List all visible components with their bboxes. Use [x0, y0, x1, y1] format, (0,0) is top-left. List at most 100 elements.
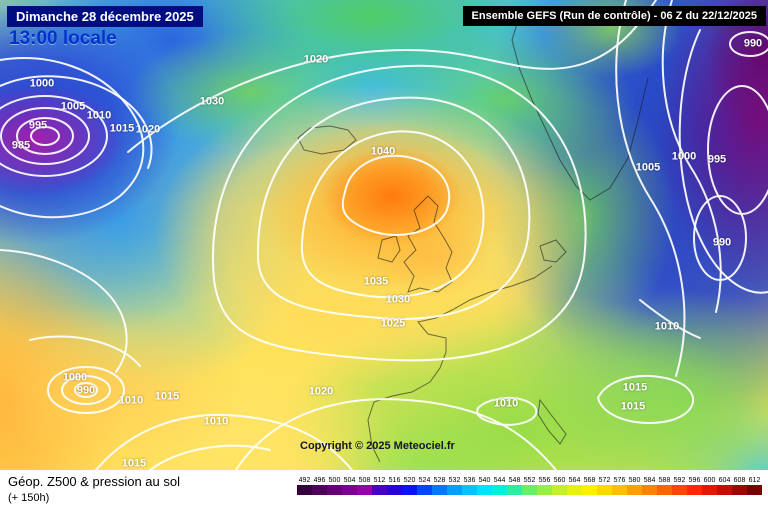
- scale-value: 508: [358, 477, 371, 484]
- scale-value: 552: [523, 477, 536, 484]
- scale-swatch: [732, 485, 747, 495]
- isobar-label: 990: [76, 384, 96, 397]
- isobar-label: 1015: [620, 400, 646, 413]
- contour-low-sw-1: [74, 382, 98, 398]
- contour-990-ne-corner: [729, 31, 768, 57]
- scale-swatch: [417, 485, 432, 495]
- contour-990-east: [693, 195, 747, 281]
- scale-value: 504: [343, 477, 356, 484]
- isobar-label: 1000: [29, 77, 55, 90]
- isobar-label: 990: [712, 236, 732, 249]
- scale-value: 612: [748, 477, 761, 484]
- scale-swatch: [477, 485, 492, 495]
- scale-swatch: [357, 485, 372, 495]
- coastline-denmark: [539, 239, 567, 263]
- scale-swatch: [567, 485, 582, 495]
- scale-cell: 604: [717, 476, 732, 495]
- scale-value: 492: [298, 477, 311, 484]
- scale-swatch: [327, 485, 342, 495]
- isobar-label: 995: [28, 119, 48, 132]
- scale-swatch: [702, 485, 717, 495]
- contour-1035: [300, 130, 485, 299]
- map-title: Géop. Z500 & pression au sol: [8, 474, 180, 489]
- scale-value: 588: [658, 477, 671, 484]
- contour-nw-1000: [0, 75, 153, 169]
- isobar-label: 1000: [62, 371, 88, 384]
- contour-low-sw-3: [47, 366, 125, 414]
- scale-swatch: [342, 485, 357, 495]
- isobar-label: 1030: [385, 293, 411, 306]
- scale-cell: 556: [537, 476, 552, 495]
- isobar-label: 1015: [121, 457, 147, 470]
- scale-cell: 580: [627, 476, 642, 495]
- scale-value: 556: [538, 477, 551, 484]
- contour-1040: [341, 154, 451, 236]
- contour-low-nw-1: [30, 126, 60, 146]
- model-run-banner: Ensemble GEFS (Run de contrôle) - 06 Z d…: [462, 6, 766, 26]
- scale-value: 576: [613, 477, 626, 484]
- isobar-label: 1015: [109, 122, 135, 135]
- local-time-label: 13:00 locale: [9, 28, 117, 49]
- scale-swatch: [672, 485, 687, 495]
- footer: Géop. Z500 & pression au sol (+ 150h) 49…: [0, 470, 768, 512]
- coastline-great-britain: [403, 195, 453, 293]
- isobar-label: 1025: [380, 317, 406, 330]
- scale-value: 512: [373, 477, 386, 484]
- contour-1025: [212, 64, 587, 362]
- scale-value: 580: [628, 477, 641, 484]
- scale-swatch: [717, 485, 732, 495]
- isobar-label: 1010: [493, 397, 519, 410]
- scale-value: 536: [463, 477, 476, 484]
- scale-value: 540: [478, 477, 491, 484]
- map-canvas: [0, 0, 768, 470]
- scale-value: 568: [583, 477, 596, 484]
- forecast-hour-label: (+ 150h): [8, 492, 50, 504]
- contour-1010-southwest: [149, 444, 271, 470]
- scale-swatch: [627, 485, 642, 495]
- scale-swatch: [387, 485, 402, 495]
- pressure-contours: [0, 0, 768, 470]
- contour-low-sw-2: [61, 375, 111, 405]
- scale-cell: 568: [582, 476, 597, 495]
- scale-swatch: [462, 485, 477, 495]
- scale-cell: 584: [642, 476, 657, 495]
- scale-value: 528: [433, 477, 446, 484]
- isobar-label: 1035: [363, 275, 389, 288]
- isobar-label: 1005: [635, 161, 661, 174]
- scale-cell: 492: [297, 476, 312, 495]
- coastline-italy: [537, 398, 567, 445]
- scale-value: 604: [718, 477, 731, 484]
- contour-1010-east: [639, 299, 701, 339]
- scale-cell: 532: [447, 476, 462, 495]
- scale-cell: 576: [612, 476, 627, 495]
- isobar-label: 1015: [622, 381, 648, 394]
- isobar-label: 1020: [135, 123, 161, 136]
- coastlines: [297, 13, 649, 463]
- contour-trough-east-2: [661, 0, 722, 313]
- scale-cell: 612: [747, 476, 762, 495]
- scale-value: 520: [403, 477, 416, 484]
- coastline-western-europe: [367, 265, 553, 463]
- isobar-label: 1010: [203, 415, 229, 428]
- isobar-label: 1010: [86, 109, 112, 122]
- scale-cell: 592: [672, 476, 687, 495]
- contour-1010-loop: [476, 396, 538, 426]
- scale-cell: 544: [492, 476, 507, 495]
- isobar-label: 1020: [303, 53, 329, 66]
- copyright-text: Copyright © 2025 Meteociel.fr: [300, 440, 455, 452]
- scale-cell: 596: [687, 476, 702, 495]
- scale-cell: 600: [702, 476, 717, 495]
- scale-cell: 528: [432, 476, 447, 495]
- scale-swatch: [402, 485, 417, 495]
- date-banner: Dimanche 28 décembre 2025: [7, 6, 203, 27]
- scale-swatch: [297, 485, 312, 495]
- scale-cell: 608: [732, 476, 747, 495]
- scale-value: 596: [688, 477, 701, 484]
- scale-value: 532: [448, 477, 461, 484]
- contour-1020-north: [127, 0, 657, 153]
- scale-value: 572: [598, 477, 611, 484]
- scale-value: 560: [553, 477, 566, 484]
- isobar-label: 1005: [60, 100, 86, 113]
- scale-swatch: [642, 485, 657, 495]
- scale-cell: 524: [417, 476, 432, 495]
